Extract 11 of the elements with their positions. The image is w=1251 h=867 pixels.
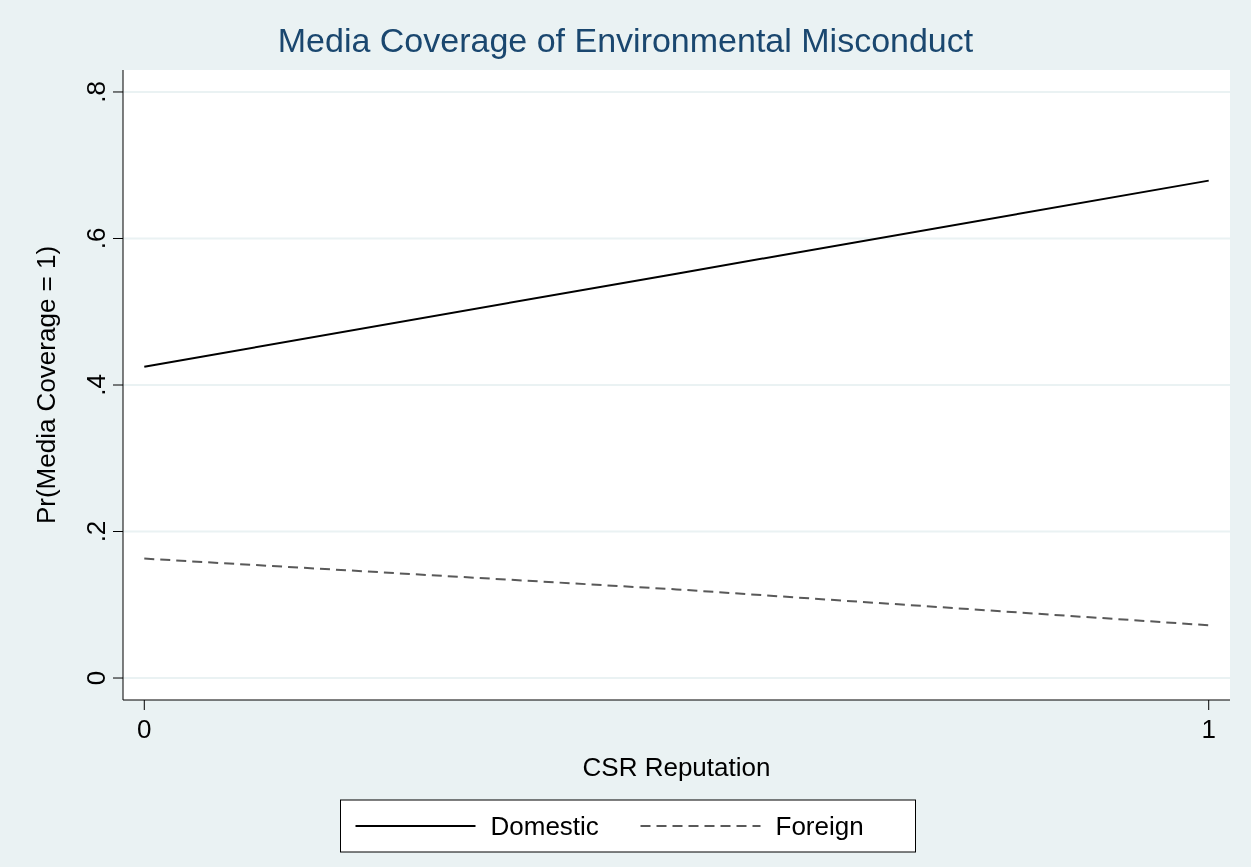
legend-label: Domestic <box>490 811 599 841</box>
chart-title: Media Coverage of Environmental Misconduct <box>277 21 974 59</box>
legend-label: Foreign <box>775 811 864 841</box>
y-tick-label: 0 <box>81 670 111 686</box>
y-tick-label: .6 <box>81 227 111 250</box>
y-axis-title: Pr(Media Coverage = 1) <box>31 245 61 525</box>
y-tick-label: .8 <box>81 81 111 103</box>
y-tick-label: .2 <box>81 520 111 543</box>
x-tick-label: 1 <box>1201 714 1216 744</box>
y-tick-label: .4 <box>81 374 111 396</box>
x-axis-title: CSR Reputation <box>582 752 771 782</box>
